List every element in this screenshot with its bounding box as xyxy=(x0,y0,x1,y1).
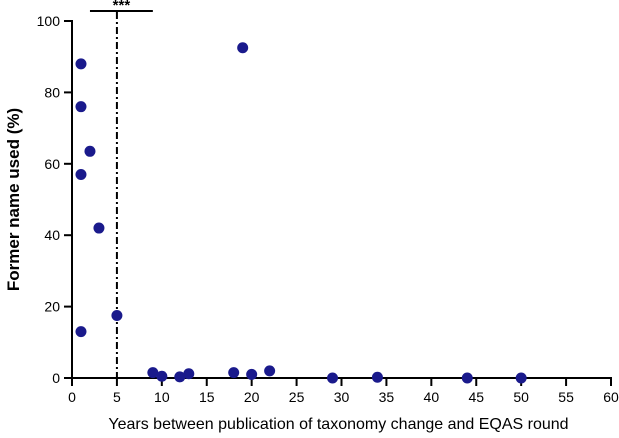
y-tick-label: 0 xyxy=(52,370,60,386)
x-axis-title: Years between publication of taxonomy ch… xyxy=(108,416,568,433)
data-point xyxy=(183,368,195,380)
data-point xyxy=(515,372,527,384)
data-point xyxy=(174,371,186,383)
data-point xyxy=(371,371,383,383)
data-point xyxy=(246,368,258,380)
y-tick-label: 20 xyxy=(44,299,60,315)
data-point xyxy=(75,58,87,70)
x-tick-label: 20 xyxy=(244,389,260,405)
x-tick-label: 30 xyxy=(334,389,350,405)
data-point xyxy=(84,145,96,157)
x-tick-label: 5 xyxy=(113,389,121,405)
data-point xyxy=(228,367,240,379)
significance-label: *** xyxy=(113,0,131,14)
y-axis-ticks: 0 20 40 60 80 100 xyxy=(37,13,72,386)
x-tick-label: 50 xyxy=(513,389,529,405)
y-tick-label: 40 xyxy=(44,227,60,243)
data-point xyxy=(461,372,473,384)
x-tick-label: 15 xyxy=(199,389,215,405)
y-tick-label: 60 xyxy=(44,156,60,172)
y-tick-label: 100 xyxy=(37,13,61,29)
data-point xyxy=(75,101,87,113)
x-axis-ticks: 0 5 10 15 20 25 30 35 40 45 50 55 60 xyxy=(68,378,619,405)
data-point xyxy=(111,310,123,322)
data-point xyxy=(75,326,87,338)
y-tick-label: 80 xyxy=(44,84,60,100)
x-tick-label: 60 xyxy=(603,389,619,405)
data-points xyxy=(75,42,527,384)
x-tick-label: 35 xyxy=(379,389,395,405)
y-axis-title: Former name used (%) xyxy=(4,108,23,291)
data-point xyxy=(237,42,249,54)
data-point xyxy=(147,367,159,379)
x-tick-label: 0 xyxy=(68,389,76,405)
x-tick-label: 10 xyxy=(154,389,170,405)
x-tick-label: 25 xyxy=(289,389,305,405)
data-point xyxy=(327,372,339,384)
x-tick-label: 45 xyxy=(468,389,484,405)
data-point xyxy=(264,365,276,377)
data-point xyxy=(156,370,168,382)
x-tick-label: 40 xyxy=(424,389,440,405)
data-point xyxy=(75,169,87,181)
x-tick-label: 55 xyxy=(558,389,574,405)
data-point xyxy=(93,222,105,234)
